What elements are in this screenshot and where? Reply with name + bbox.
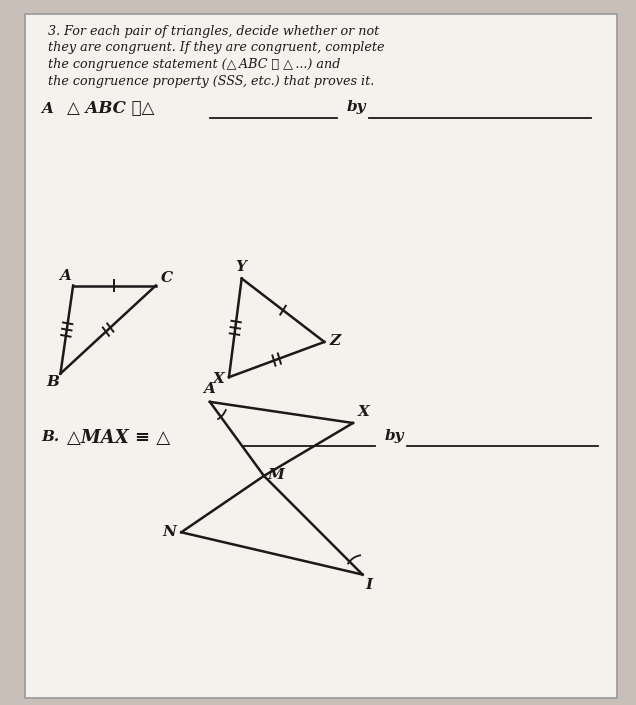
Text: △ ABC ≅△: △ ABC ≅△: [67, 100, 154, 117]
Text: N: N: [162, 525, 176, 539]
Text: A: A: [204, 382, 216, 396]
Text: by: by: [385, 429, 404, 443]
Text: by: by: [347, 100, 366, 114]
Text: they are congruent. If they are congruent, complete: they are congruent. If they are congruen…: [48, 41, 384, 54]
Text: X: X: [213, 372, 225, 386]
Text: Y: Y: [235, 260, 246, 274]
Text: △MAX ≡ △: △MAX ≡ △: [67, 429, 170, 447]
Text: the congruence property (SSS, etc.) that proves it.: the congruence property (SSS, etc.) that…: [48, 75, 374, 87]
Text: the congruence statement (△ ABC ≅ △ ...) and: the congruence statement (△ ABC ≅ △ ...)…: [48, 58, 340, 70]
Text: 3. For each pair of triangles, decide whether or not: 3. For each pair of triangles, decide wh…: [48, 25, 379, 37]
Text: B: B: [46, 375, 59, 389]
Text: Z: Z: [329, 334, 340, 348]
Text: C: C: [161, 271, 173, 285]
Text: I: I: [366, 577, 373, 591]
Text: B.: B.: [41, 430, 59, 444]
Text: A: A: [41, 102, 53, 116]
Text: M: M: [267, 468, 284, 482]
FancyBboxPatch shape: [25, 14, 617, 698]
Text: X: X: [358, 405, 370, 419]
Text: A: A: [59, 269, 71, 283]
